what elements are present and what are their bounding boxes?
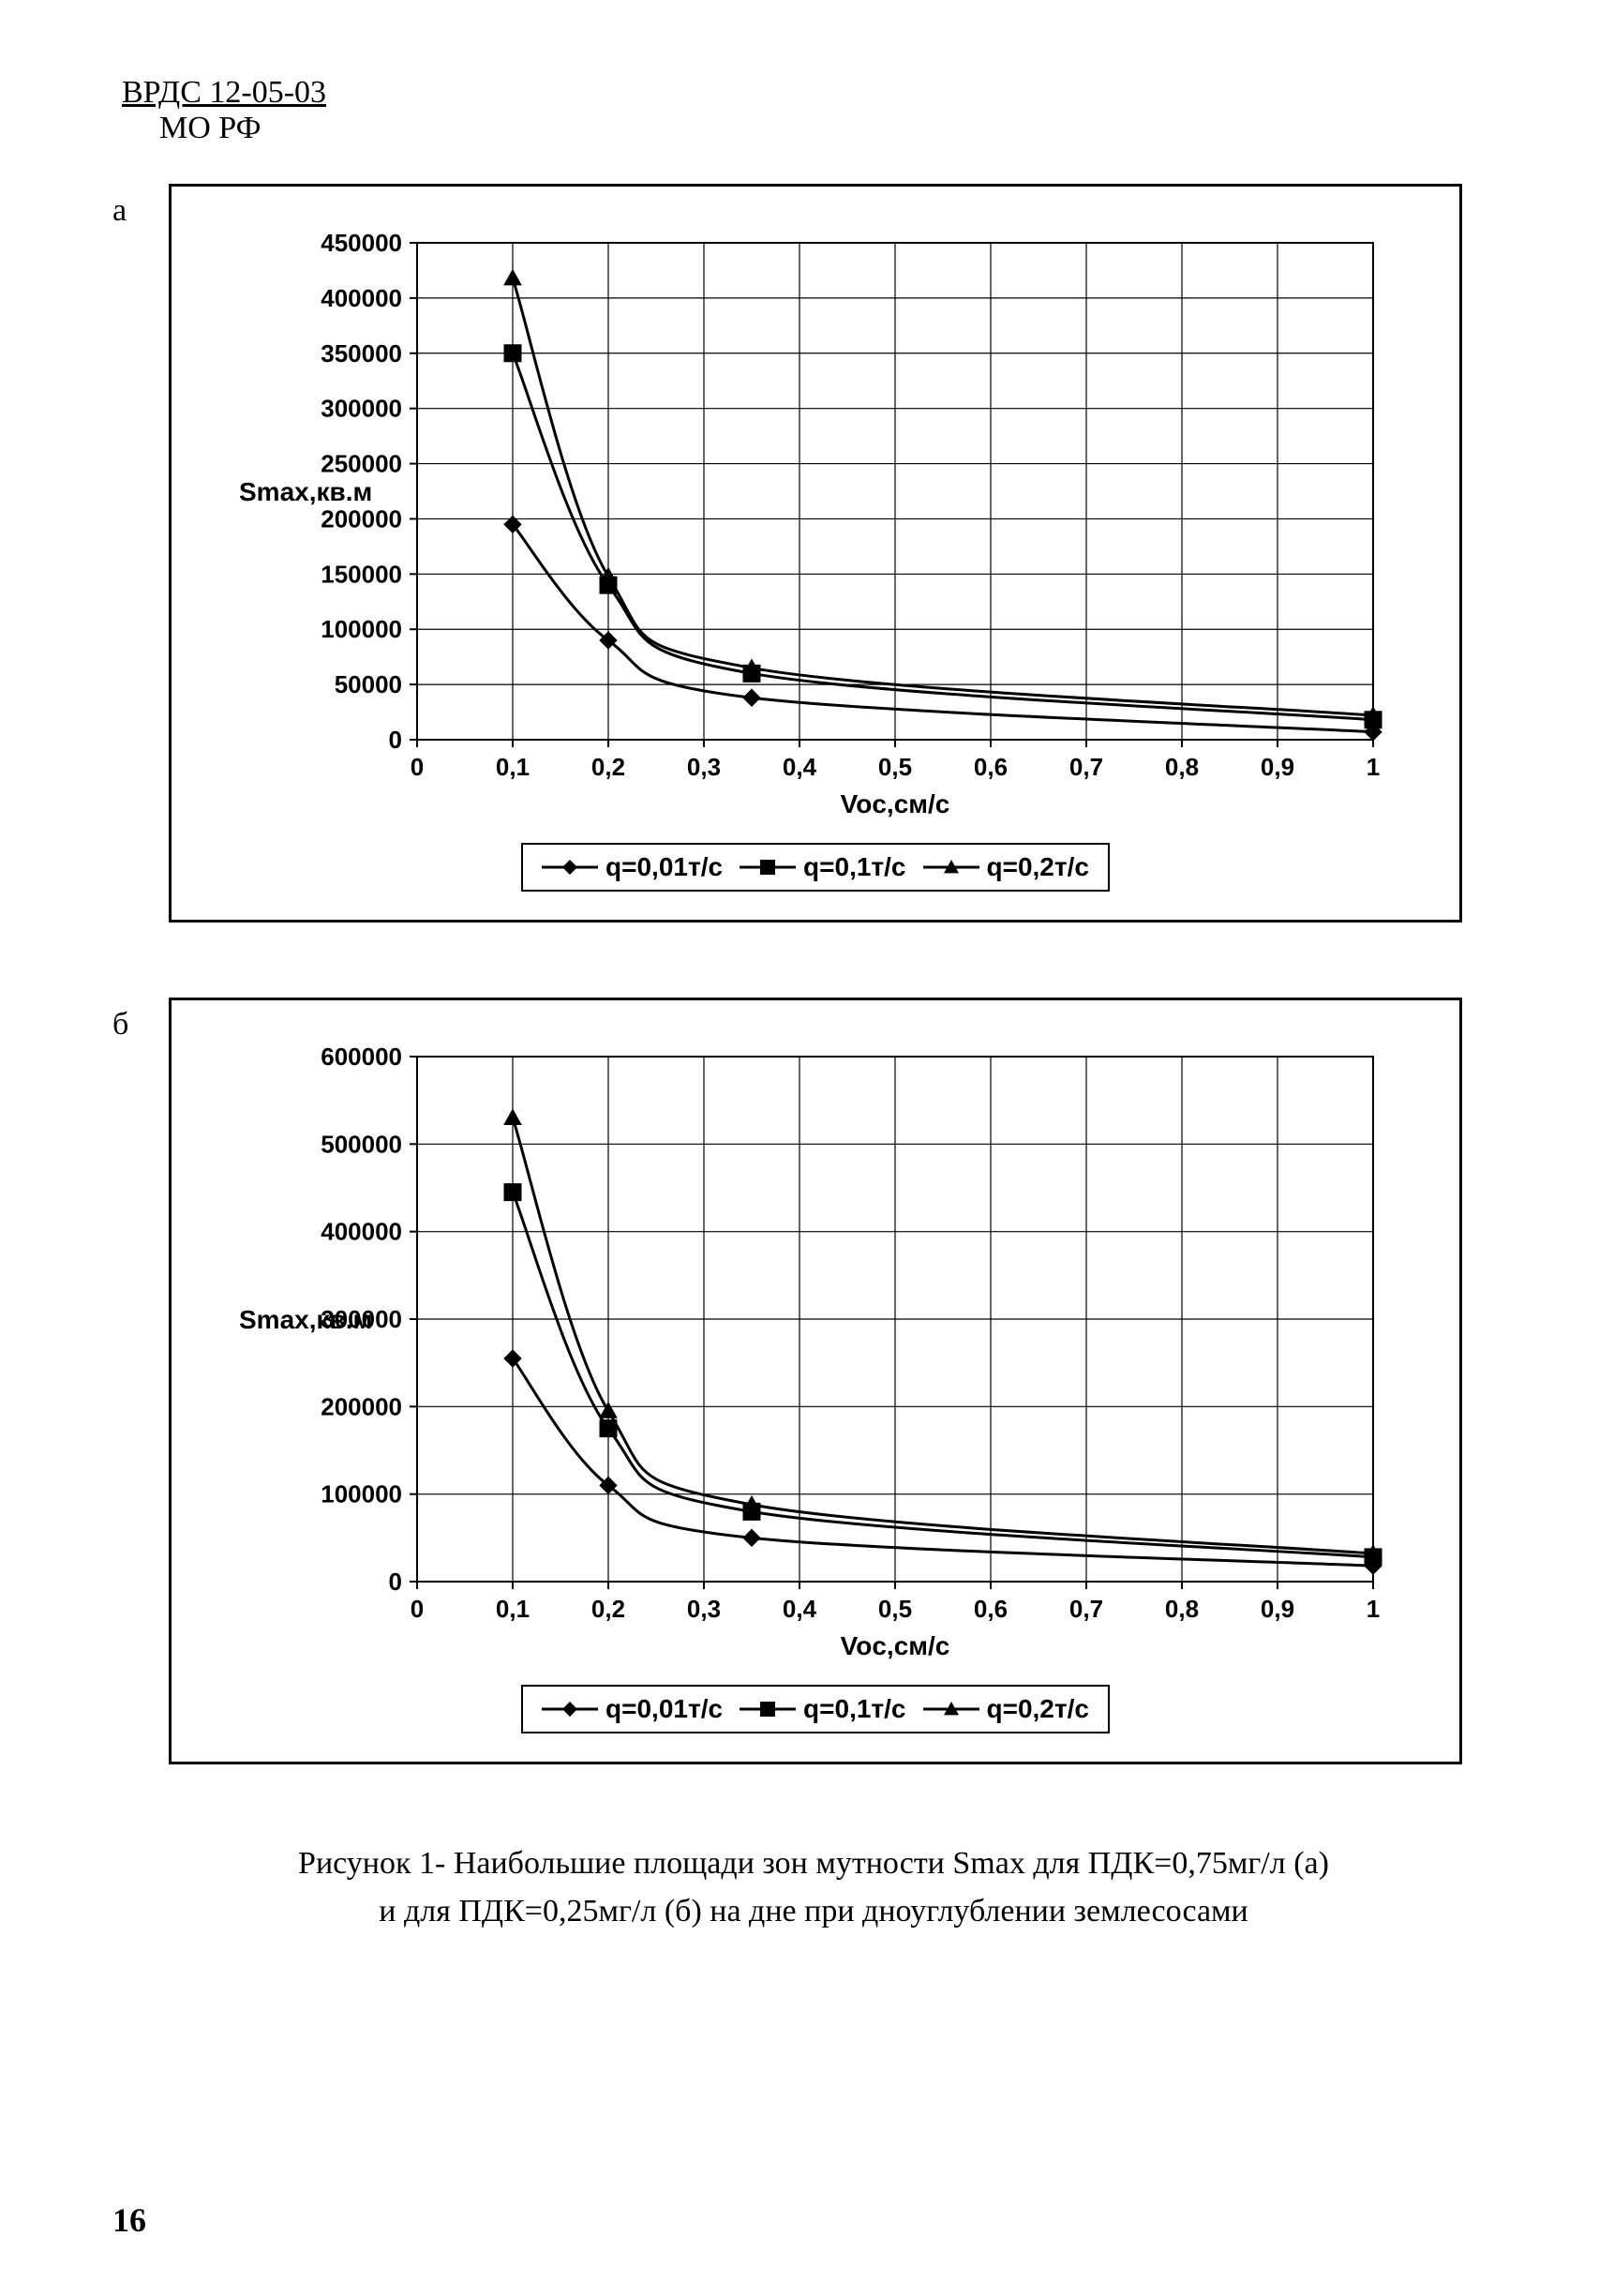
page: ВРДС 12-05-03 МО РФ а 0 0,1 0,2 0,3 0,4 0,5 0,… [0,0,1599,2296]
svg-text:0,8: 0,8 [1165,753,1199,781]
svg-text:350000: 350000 [321,339,402,368]
svg-text:1: 1 [1367,1595,1380,1623]
svg-text:200000: 200000 [321,1392,402,1420]
svg-text:0,1: 0,1 [496,753,530,781]
svg-text:0,4: 0,4 [783,1595,817,1623]
svg-text:0,4: 0,4 [783,753,817,781]
chart-b: 0 0,1 0,2 0,3 0,4 0,5 0,6 0,7 0,8 0,9 1 0 100000 2000… [230,1028,1401,1666]
svg-text:0,9: 0,9 [1261,1595,1294,1623]
svg-text:250000: 250000 [321,450,402,478]
svg-text:50000: 50000 [335,670,402,698]
svg-text:150000: 150000 [321,560,402,588]
svg-text:0,5: 0,5 [878,1595,912,1623]
chart-b-legend: q=0,01т/с q=0,1т/с q=0,2т/с [521,1685,1110,1733]
svg-text:0: 0 [389,726,402,754]
figure-caption: Рисунок 1- Наибольшие площади зон мутнос… [122,1839,1505,1935]
svg-text:1: 1 [1367,753,1380,781]
svg-text:500000: 500000 [321,1130,402,1158]
legend-label: q=0,01т/с [605,852,723,882]
legend-label: q=0,1т/с [803,1694,905,1724]
svg-text:0,3: 0,3 [687,1595,721,1623]
legend-label: q=0,01т/с [605,1694,723,1724]
chart-a: 0 0,1 0,2 0,3 0,4 0,5 0,6 0,7 0,8 0,9 1 0 50000 10000… [230,215,1401,824]
svg-text:0: 0 [411,1595,424,1623]
chart-b-frame: 0 0,1 0,2 0,3 0,4 0,5 0,6 0,7 0,8 0,9 1 0 100000 2000… [169,998,1462,1764]
svg-text:100000: 100000 [321,615,402,643]
chart-a-panel-label: а [112,193,127,229]
svg-text:600000: 600000 [321,1043,402,1071]
svg-text:Smax,кв.м: Smax,кв.м [239,1305,372,1334]
svg-text:0,8: 0,8 [1165,1595,1199,1623]
svg-text:0,3: 0,3 [687,753,721,781]
svg-text:100000: 100000 [321,1480,402,1508]
svg-text:0,5: 0,5 [878,753,912,781]
legend-item: q=0,2т/с [923,852,1089,882]
svg-text:0,6: 0,6 [974,1595,1008,1623]
legend-item: q=0,1т/с [740,1694,905,1724]
chart-b-container: б 00,10,20,30,40,50,60,70,80,91010000020… [169,998,1505,1764]
chart-a-legend: q=0,01т/с q=0,1т/с q=0,2т/с [521,843,1110,892]
caption-line2: и для ПДК=0,25мг/л (б) на дне при дноугл… [122,1887,1505,1935]
legend-item: q=0,2т/с [923,1694,1089,1724]
svg-text:0,6: 0,6 [974,753,1008,781]
caption-line1: Рисунок 1- Наибольшие площади зон мутнос… [122,1839,1505,1887]
legend-label: q=0,1т/с [803,852,905,882]
svg-text:Smax,кв.м: Smax,кв.м [239,477,372,506]
svg-text:0,7: 0,7 [1069,1595,1103,1623]
legend-item: q=0,01т/с [542,852,723,882]
chart-a-frame: 0 0,1 0,2 0,3 0,4 0,5 0,6 0,7 0,8 0,9 1 0 50000 10000… [169,184,1462,923]
svg-text:400000: 400000 [321,284,402,312]
svg-text:0: 0 [411,753,424,781]
legend-label: q=0,2т/с [987,852,1089,882]
svg-text:0,7: 0,7 [1069,753,1103,781]
page-number: 16 [112,2200,146,2240]
legend-label: q=0,2т/с [987,1694,1089,1724]
doc-org: МО РФ [159,111,1505,146]
svg-text:0: 0 [389,1568,402,1596]
document-header: ВРДС 12-05-03 МО РФ [122,75,1505,146]
chart-b-panel-label: б [112,1007,128,1043]
svg-text:0,2: 0,2 [591,1595,625,1623]
svg-text:0,2: 0,2 [591,753,625,781]
svg-text:200000: 200000 [321,504,402,533]
legend-item: q=0,01т/с [542,1694,723,1724]
svg-text:0,1: 0,1 [496,1595,530,1623]
svg-text:400000: 400000 [321,1218,402,1246]
svg-text:300000: 300000 [321,395,402,423]
svg-text:450000: 450000 [321,229,402,257]
svg-text:Voc,см/с: Voc,см/с [841,789,950,818]
legend-item: q=0,1т/с [740,852,905,882]
svg-text:Voc,см/с: Voc,см/с [841,1631,950,1660]
doc-code: ВРДС 12-05-03 [122,75,1505,111]
svg-text:0,9: 0,9 [1261,753,1294,781]
chart-a-container: а 00,10,20,30,40,50,60,70,80,91050000100… [169,184,1505,923]
